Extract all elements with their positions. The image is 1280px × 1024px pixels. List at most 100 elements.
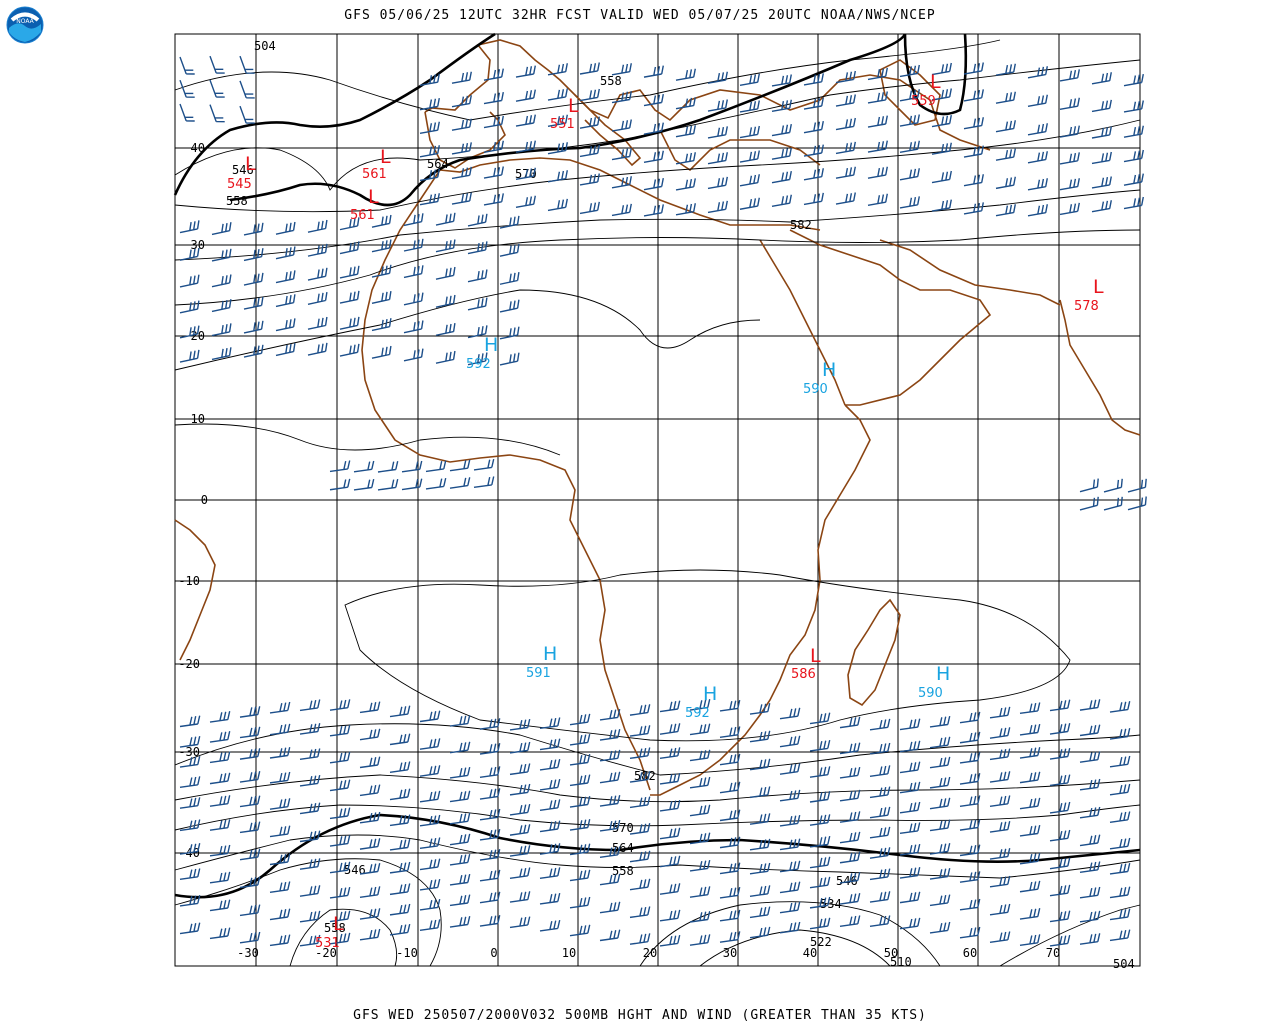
wind-barb <box>419 97 440 111</box>
lat-label: -10 <box>178 574 200 588</box>
wind-barb <box>929 756 951 769</box>
wind-barb <box>515 167 536 180</box>
wind-barb <box>899 867 921 879</box>
wind-barb <box>371 264 392 278</box>
low-value: 559 <box>911 94 936 109</box>
wind-barb <box>929 819 951 832</box>
wind-barb <box>569 796 591 808</box>
wind-barb <box>435 212 456 226</box>
contour-line <box>174 804 1141 831</box>
wind-barb <box>419 765 441 777</box>
wind-barb <box>689 749 711 762</box>
wind-barb <box>809 856 831 869</box>
contour-line-thick <box>229 33 907 207</box>
wind-barb <box>675 152 696 165</box>
wind-barb <box>371 345 392 359</box>
wind-barb <box>371 239 392 253</box>
wind-barb <box>307 267 328 281</box>
wind-barb <box>1091 99 1112 113</box>
wind-barb <box>539 820 561 833</box>
wind-barb <box>275 318 296 332</box>
wind-barb <box>899 843 921 856</box>
wind-barb <box>963 117 984 130</box>
wind-barb <box>719 781 741 794</box>
wind-barb <box>1109 908 1131 921</box>
wind-barb <box>931 142 952 155</box>
wind-barb <box>867 166 888 179</box>
wind-barb <box>1059 202 1080 216</box>
wind-barb <box>899 64 920 78</box>
wind-barb <box>209 819 231 831</box>
wind-barb <box>867 140 888 153</box>
wind-barb <box>839 766 861 779</box>
wind-barb <box>239 55 255 74</box>
wind-barb <box>479 788 501 800</box>
wind-barb <box>449 894 471 907</box>
lat-label: 0 <box>201 493 208 507</box>
wind-barb <box>579 62 600 75</box>
wind-barb <box>329 886 351 899</box>
high-value: 590 <box>918 686 943 701</box>
high-value: 592 <box>466 357 491 372</box>
wind-barb <box>995 148 1016 161</box>
contour-label: 522 <box>810 935 832 949</box>
wind-barb <box>243 320 264 334</box>
wind-barb <box>1079 778 1101 791</box>
wind-barb <box>435 239 456 253</box>
wind-barb <box>959 751 981 764</box>
wind-barb <box>467 325 488 339</box>
wind-barb <box>1079 496 1099 511</box>
coast-red-sea <box>759 239 846 406</box>
wind-barb <box>1027 178 1048 191</box>
wind-barb <box>749 758 771 771</box>
wind-barb <box>779 763 801 775</box>
wind-barb <box>839 915 861 927</box>
wind-barb <box>1109 929 1131 942</box>
wind-barb <box>419 73 440 87</box>
wind-barb <box>719 836 741 849</box>
wind-barb <box>211 248 232 262</box>
contour-line <box>699 929 891 967</box>
wind-barb <box>449 459 471 472</box>
wind-barb <box>515 140 536 153</box>
contour-label: 510 <box>890 955 912 969</box>
wind-barb <box>1019 723 1041 736</box>
wind-barb <box>643 65 664 78</box>
wind-barb <box>1079 806 1101 819</box>
wind-barb <box>479 808 501 821</box>
wind-barb <box>779 921 801 934</box>
wind-barb <box>771 170 792 184</box>
wind-barb <box>599 846 621 859</box>
wind-barb <box>689 859 711 872</box>
wind-barb <box>929 715 951 728</box>
noaa-logo: NOAA <box>6 6 44 44</box>
wind-barb <box>547 198 568 212</box>
wind-barb <box>869 718 891 731</box>
wind-barb <box>211 274 232 288</box>
wind-barb <box>243 296 264 310</box>
wind-barb <box>1049 857 1071 870</box>
wind-barb <box>1019 852 1041 865</box>
wind-barb <box>209 55 225 74</box>
wind-barb <box>643 204 664 217</box>
wind-barb <box>1027 94 1048 107</box>
wind-barb <box>599 795 621 807</box>
wind-barb <box>419 145 440 158</box>
wind-barb <box>1091 72 1112 85</box>
wind-barb <box>359 756 381 769</box>
wind-barb <box>179 736 201 748</box>
chart-title: GFS 05/06/25 12UTC 32HR FCST VALID WED 0… <box>344 8 936 23</box>
wind-barb <box>449 812 471 825</box>
wind-barb <box>1049 801 1071 814</box>
wind-barb <box>299 748 321 761</box>
wind-barb <box>1019 824 1041 837</box>
wind-barb <box>899 761 921 774</box>
wind-barb <box>931 199 952 212</box>
wind-barb <box>929 843 951 855</box>
wind-barb <box>307 291 328 305</box>
low-value: 545 <box>227 177 252 192</box>
coast-italy <box>574 94 642 167</box>
wind-barb <box>579 144 600 158</box>
wind-barb <box>359 886 381 898</box>
wind-barb <box>867 67 888 81</box>
